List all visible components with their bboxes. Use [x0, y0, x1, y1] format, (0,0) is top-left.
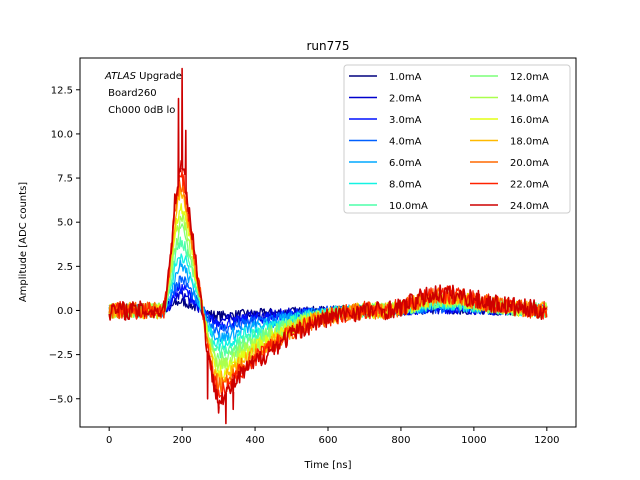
y-tick-label: 2.5 [57, 262, 73, 273]
legend-label: 3.0mA [389, 115, 422, 126]
x-tick-label: 200 [173, 435, 192, 446]
annotation-line-3: Ch000 0dB lo [105, 105, 175, 116]
legend-label: 14.0mA [510, 94, 549, 105]
y-tick-label: 10.0 [51, 129, 73, 140]
legend-label: 2.0mA [389, 94, 422, 105]
legend-label: 10.0mA [389, 201, 428, 212]
legend-label: 8.0mA [389, 180, 422, 191]
y-tick-label: 5.0 [57, 218, 73, 229]
x-tick-label: 1200 [534, 435, 559, 446]
legend: 1.0mA 2.0mA 3.0mA 4.0mA 6.0mA 8.0mA 10.0mA 12.0… [343, 64, 571, 214]
y-tick-label: −5.0 [49, 394, 73, 405]
chart-title: run775 [306, 39, 349, 53]
x-tick-label: 400 [246, 435, 265, 446]
annotation-atlas: ATLAS [104, 71, 137, 82]
annotation-upgrade: Upgrade [136, 71, 182, 82]
legend-label: 18.0mA [510, 137, 549, 148]
legend-label: 24.0mA [510, 201, 549, 212]
y-tick-label: 0.0 [57, 306, 73, 317]
x-tick-label: 600 [318, 435, 337, 446]
atlas-annotation: ATLAS Upgrade Board260 Ch000 0dB lo [104, 71, 182, 116]
y-tick-label: 7.5 [57, 174, 73, 185]
y-tick-label: −2.5 [49, 350, 73, 361]
x-tick-label: 0 [106, 435, 112, 446]
series-line-24.0mA [108, 67, 547, 425]
x-tick-label: 1000 [461, 435, 486, 446]
legend-label: 12.0mA [510, 72, 549, 83]
legend-label: 4.0mA [389, 137, 422, 148]
series-layer [108, 67, 548, 425]
legend-box [343, 64, 571, 214]
y-axis-label: Amplitude [ADC counts] [18, 182, 29, 302]
x-tick-label: 800 [391, 435, 410, 446]
annotation-line-1: ATLAS Upgrade [104, 71, 182, 82]
legend-label: 22.0mA [510, 180, 549, 191]
y-tick-label: 12.5 [51, 85, 73, 96]
legend-label: 16.0mA [510, 115, 549, 126]
legend-label: 1.0mA [389, 72, 422, 83]
annotation-line-2: Board260 [105, 88, 157, 99]
x-axis-label: Time [ns] [303, 460, 351, 471]
legend-label: 20.0mA [510, 158, 549, 169]
y-axis: −5.0 −2.5 0.0 2.5 5.0 7.5 10.0 12.5 [49, 85, 80, 405]
x-axis: 0 200 400 600 800 1000 1200 [106, 427, 560, 446]
legend-label: 6.0mA [389, 158, 422, 169]
